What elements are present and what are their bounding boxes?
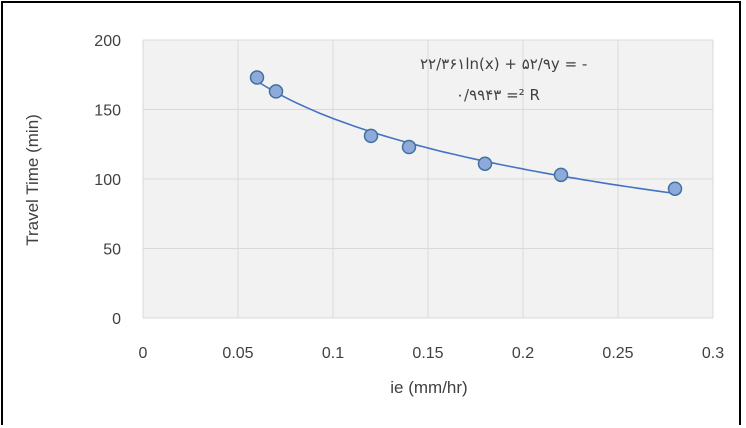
trendline-r-squared: ۰/۹۹۴۳ =² R (456, 86, 540, 104)
data-point (401, 139, 417, 155)
y-tick-labels: 0 50 100 150 200 (94, 33, 121, 328)
data-point (667, 181, 683, 196)
data-point (553, 167, 569, 183)
x-axis-title: ie (mm/hr) (390, 378, 467, 397)
x-tick-label: 0.2 (512, 345, 534, 362)
y-tick-label: 100 (94, 172, 121, 189)
y-tick-label: 150 (94, 103, 121, 120)
y-tick-label: 0 (112, 311, 121, 328)
data-point (477, 156, 493, 171)
x-tick-labels: 0 0.05 0.1 0.15 0.2 0.25 0.3 (139, 345, 725, 362)
y-tick-label: 200 (94, 33, 121, 50)
x-tick-label: 0.1 (322, 345, 344, 362)
y-axis-title: Travel Time (min) (23, 114, 42, 246)
data-point (249, 70, 265, 85)
data-point (268, 84, 284, 99)
x-tick-label: 0.05 (222, 345, 253, 362)
data-point (363, 128, 379, 144)
x-tick-label: 0.25 (602, 345, 633, 362)
trendline-equation: ۲۲/۳۶۱ln(x) + ۵۲/۹y = - (420, 55, 587, 73)
gridlines (142, 39, 714, 319)
x-tick-label: 0.15 (412, 345, 443, 362)
data-points (249, 70, 683, 196)
trendline (256, 80, 676, 195)
x-tick-label: 0.3 (702, 345, 724, 362)
y-tick-label: 50 (103, 242, 121, 259)
x-tick-label: 0 (139, 345, 148, 362)
